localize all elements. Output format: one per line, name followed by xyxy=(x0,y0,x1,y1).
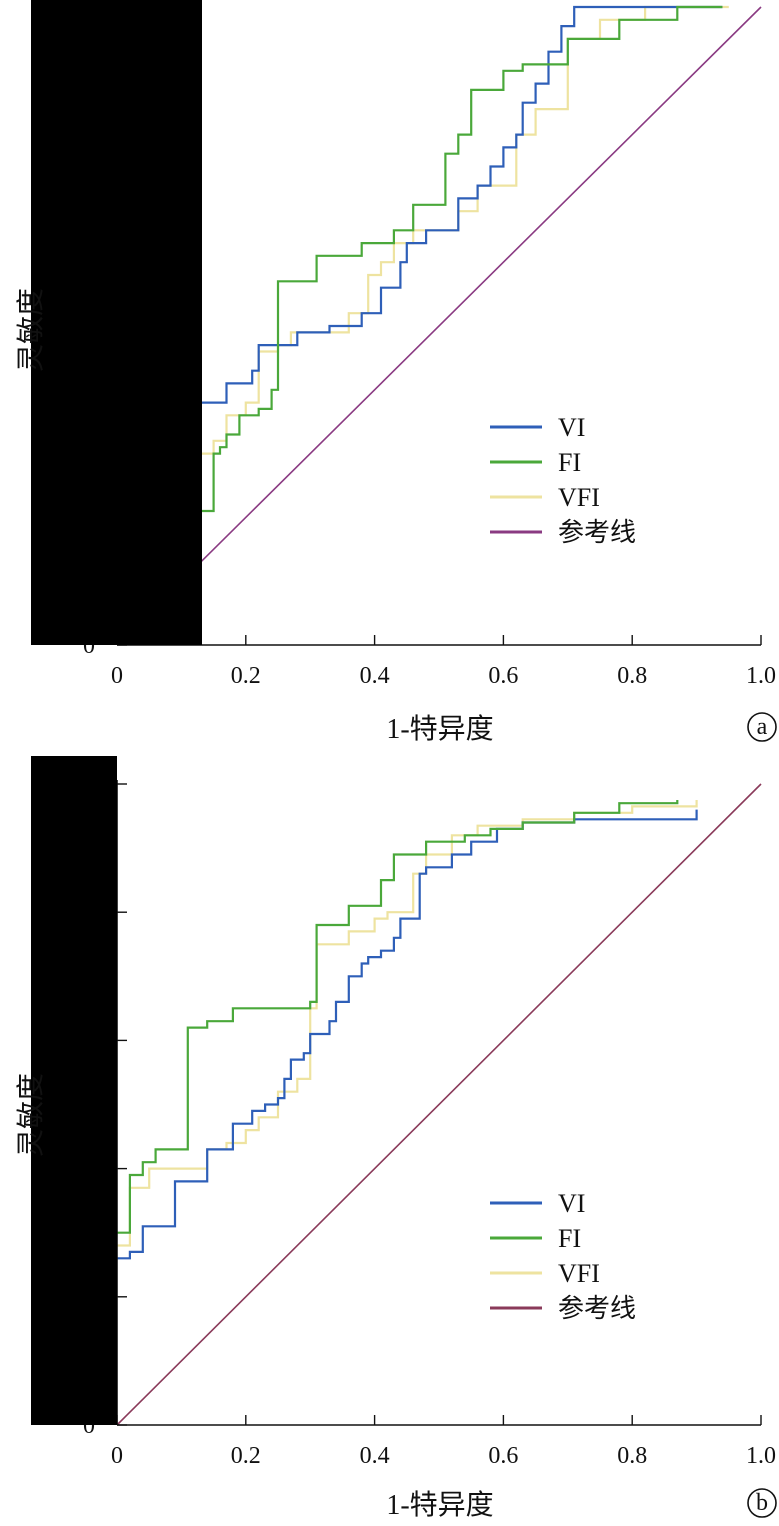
series-line-fi xyxy=(117,800,679,1234)
roc-panel-b: 0 0.2 0.4 0.6 0.8 1.0 0 1.0 VI FI VFI 参考线 1-特异度 灵… xyxy=(15,756,777,1521)
legend-label: VI xyxy=(558,413,585,442)
x-tick-label: 1.0 xyxy=(746,663,776,689)
legend-label: VFI xyxy=(558,483,600,512)
panel-b-x-axis-title: 1-特异度 xyxy=(386,1489,493,1521)
legend-label: VFI xyxy=(558,1259,600,1288)
x-tick-label: 0 xyxy=(111,663,123,689)
x-tick-label: 0.6 xyxy=(488,1443,518,1469)
roc-panel-a: 0 0.2 0.4 0.6 0.8 1.0 0 1.0 VI FI VFI 参考线 1-特异度 灵… xyxy=(15,0,777,745)
x-tick-label: 0.4 xyxy=(360,663,390,689)
panel-b-x-ticks: 0 0.2 0.4 0.6 0.8 1.0 xyxy=(111,1415,776,1469)
x-tick-label: 1.0 xyxy=(746,1443,776,1469)
panel-a-x-ticks: 0 0.2 0.4 0.6 0.8 1.0 xyxy=(111,635,776,689)
series-line-reference xyxy=(116,783,762,1426)
x-tick-label: 0.4 xyxy=(360,1443,390,1469)
panel-b-y-axis-title: 灵敏度 xyxy=(15,1073,47,1157)
panel-b-tag-circle xyxy=(747,1488,777,1518)
series-line-vi xyxy=(199,5,723,505)
panel-a-curves xyxy=(116,5,762,646)
series-line-vi xyxy=(117,809,698,1260)
panel-b-curves xyxy=(116,783,762,1426)
legend-label: 参考线 xyxy=(558,518,636,547)
panel-a-tag-circle xyxy=(747,712,777,742)
legend-label: FI xyxy=(558,448,581,477)
x-tick-label: 0.2 xyxy=(231,1443,261,1469)
panel-b-legend: VI FI VFI 参考线 xyxy=(490,1189,636,1323)
x-tick-label: 0.2 xyxy=(231,663,261,689)
legend-label: FI xyxy=(558,1224,581,1253)
panel-a-legend: VI FI VFI 参考线 xyxy=(490,413,636,547)
legend-label: 参考线 xyxy=(558,1294,636,1323)
series-line-vfi xyxy=(200,5,729,455)
panel-a-y-axis-title: 灵敏度 xyxy=(15,288,47,372)
x-tick-label: 0.8 xyxy=(617,663,647,689)
panel-b-tag: b xyxy=(756,1490,768,1516)
legend-label: VI xyxy=(558,1189,585,1218)
series-line-fi xyxy=(200,5,723,513)
series-line-vfi xyxy=(117,800,698,1247)
panel-a-tag: a xyxy=(757,714,768,740)
x-tick-label: 0.8 xyxy=(617,1443,647,1469)
x-tick-label: 0.6 xyxy=(488,663,518,689)
series-line-reference xyxy=(116,6,762,646)
x-tick-label: 0 xyxy=(111,1443,123,1469)
panel-a-redaction-block xyxy=(31,0,202,645)
panel-b-redaction-block xyxy=(31,756,117,1425)
panel-a-x-axis-title: 1-特异度 xyxy=(386,713,493,745)
